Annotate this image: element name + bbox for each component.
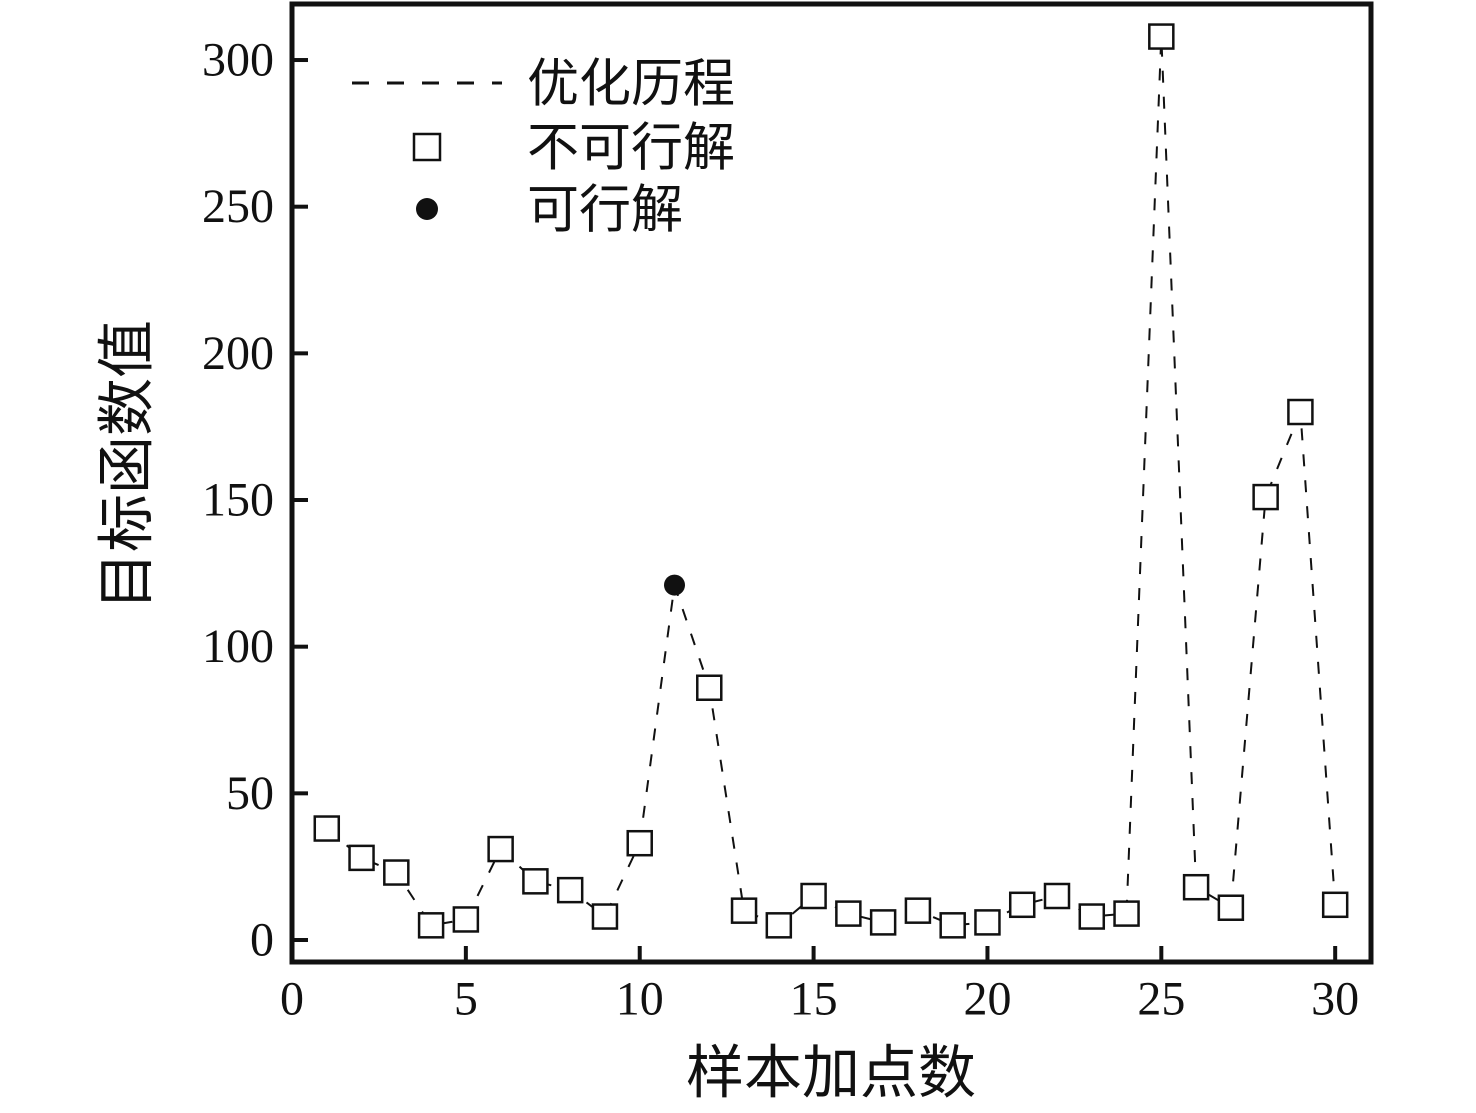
x-tick-label: 0: [280, 973, 304, 1026]
infeasible-point: [835, 900, 862, 927]
infeasible-point: [1148, 23, 1175, 50]
infeasible-point: [1043, 882, 1071, 910]
y-tick-label: 300: [202, 34, 274, 87]
legend-item-history: 优化历程: [352, 57, 735, 114]
y-tick-label: 0: [250, 914, 274, 967]
y-tick-label: 100: [202, 620, 274, 673]
x-tick-label: 10: [616, 973, 664, 1026]
infeasible-point: [1321, 891, 1349, 919]
legend-label-history: 优化历程: [527, 57, 735, 114]
infeasible-point: [591, 903, 619, 930]
infeasible-point: [417, 912, 445, 939]
infeasible-point: [1287, 398, 1314, 426]
x-tick-label: 5: [454, 973, 478, 1026]
infeasible-point: [522, 868, 549, 895]
infeasible-point: [452, 906, 480, 933]
infeasible-point: [730, 897, 758, 924]
legend: 优化历程 不可行解 可行解: [352, 57, 735, 240]
y-tick-label: 50: [226, 767, 274, 820]
infeasible-point: [556, 876, 584, 904]
y-axis-title: 目标函数值: [95, 320, 160, 610]
legend-label-feasible: 可行解: [527, 183, 683, 240]
y-tick-label: 250: [202, 180, 274, 233]
legend-label-infeasible: 不可行解: [527, 121, 735, 178]
x-tick-label: 15: [790, 973, 838, 1026]
infeasible-point: [313, 815, 341, 842]
axes-frame: [289, 1, 1374, 965]
infeasible-point: [800, 882, 827, 910]
infeasible-point: [904, 897, 932, 924]
filled-circle-swatch: [416, 198, 438, 220]
infeasible-point: [1078, 903, 1106, 930]
x-tick-label: 20: [963, 973, 1011, 1026]
y-tick-label: 150: [202, 474, 274, 527]
y-tick-label: 200: [202, 327, 274, 380]
infeasible-point: [765, 912, 793, 939]
infeasible-point: [1113, 900, 1140, 927]
x-tick-label: 30: [1311, 973, 1359, 1026]
optimization-history-line: [326, 36, 1337, 927]
infeasible-point: [869, 909, 897, 936]
feasible-point: [664, 574, 686, 596]
open-square-swatch: [412, 132, 442, 162]
infeasible-point: [1182, 873, 1210, 901]
infeasible-point: [383, 859, 410, 886]
infeasible-point: [348, 844, 375, 872]
infeasible-point: [1217, 894, 1245, 921]
infeasible-point: [1252, 483, 1279, 511]
infeasible-point: [626, 829, 653, 857]
infeasible-point: [487, 835, 514, 863]
infeasible-point: [696, 674, 723, 701]
infeasible-point: [974, 909, 1001, 936]
infeasible-point: [939, 912, 966, 939]
legend-item-feasible: 可行解: [416, 183, 683, 240]
x-axis-title: 样本加点数: [686, 1041, 976, 1106]
x-tick-label: 25: [1137, 973, 1185, 1026]
legend-item-infeasible: 不可行解: [412, 121, 735, 178]
infeasible-point: [1008, 891, 1036, 919]
